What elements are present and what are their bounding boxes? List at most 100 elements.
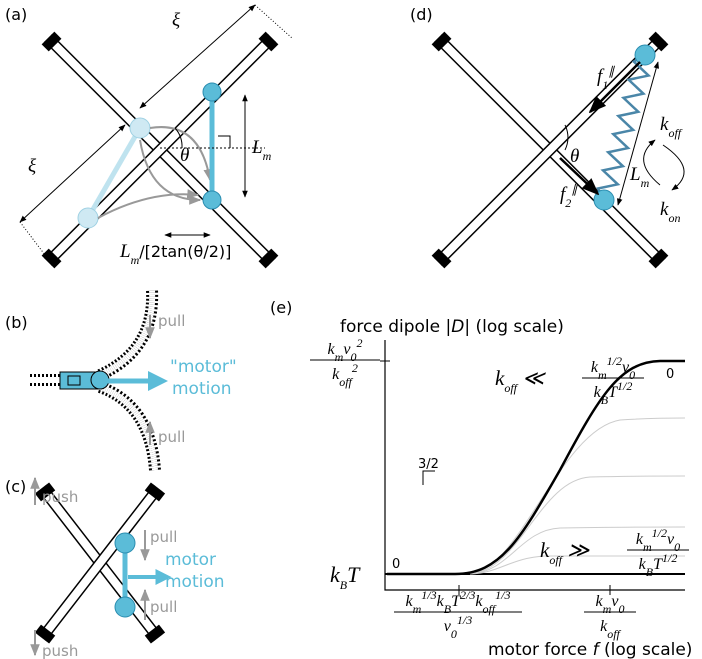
push-label: push: [42, 488, 78, 506]
text-part: k: [639, 556, 647, 573]
force-label: f1∥: [597, 64, 615, 92]
numerator: km1/2v0: [636, 526, 680, 554]
text-part: m: [131, 253, 140, 267]
text-part: | (log scale): [464, 317, 564, 337]
text-part: k: [437, 593, 445, 610]
slope-label: 3/2: [418, 457, 439, 472]
text-part: k: [328, 341, 336, 358]
force-label: f2∥: [560, 182, 578, 210]
theta-label: θ: [570, 146, 579, 167]
text-part: v: [611, 593, 619, 610]
text-part: v: [667, 531, 675, 548]
text-part: 1/3: [421, 588, 436, 602]
length-ratio-label: Lm/[2tan(θ/2)]: [119, 241, 231, 267]
panel-label: (a): [5, 5, 27, 24]
text-part: off: [504, 381, 518, 395]
denominator: v01/3: [444, 613, 472, 641]
text-part: 1/2: [607, 354, 622, 368]
text-part: f: [593, 640, 602, 659]
text-part: 0: [618, 602, 624, 616]
slope-label: 0: [666, 367, 674, 382]
text-part: 1/3: [457, 613, 472, 627]
motion-label: motion: [172, 379, 232, 399]
text-part: L: [629, 164, 641, 185]
filament-end: [144, 482, 166, 502]
motion-label: motor: [165, 550, 216, 570]
text-part: k: [636, 531, 644, 548]
text-part: off: [549, 553, 563, 567]
text-part: m: [413, 602, 422, 616]
filament-end: [41, 248, 62, 269]
y-tick-label: kBT: [330, 562, 361, 592]
panel-label: (e): [270, 298, 292, 317]
text-part: 0: [629, 368, 635, 382]
motion-label: motion: [165, 572, 225, 592]
regime-left: koff ≫: [540, 538, 590, 567]
text-part: k: [495, 366, 505, 390]
xi-label: ξ: [172, 10, 181, 31]
text-part: 2/3: [460, 588, 475, 602]
panel-label: (d): [410, 5, 433, 24]
text-part: on: [668, 211, 680, 225]
panel-d: (d) f1∥ f2∥ θ koff kon Lm: [410, 5, 685, 225]
text-part: k: [594, 384, 602, 401]
x-axis-label: motor force f (log scale): [488, 640, 692, 659]
text-part: force dipole |: [340, 317, 451, 337]
panel-label: (b): [5, 313, 28, 332]
text-part: D: [451, 317, 464, 337]
pull-label: pull: [150, 528, 177, 546]
text-part: 1/2: [617, 379, 632, 393]
text-part: ∥: [608, 64, 615, 78]
text-part: m: [641, 176, 650, 190]
text-part: ≪: [517, 366, 546, 390]
text-part: k: [475, 593, 483, 610]
denominator: kBT1/2: [594, 379, 633, 407]
text-part: 2: [565, 196, 571, 210]
numerator: kmv02: [328, 336, 363, 364]
numerator: km1/3kBT2/3koff1/3: [406, 588, 511, 616]
text-part: v: [343, 341, 351, 358]
text-part: B: [340, 578, 348, 592]
denominator: kBT1/2: [639, 551, 678, 579]
text-part: m: [598, 368, 607, 382]
text-part: 2: [352, 361, 358, 375]
filament-end: [34, 624, 56, 644]
rate-label: koff: [660, 114, 683, 140]
text-part: k: [660, 199, 669, 220]
rate-label: kon: [660, 199, 680, 225]
text-part: f: [560, 184, 568, 205]
text-part: B: [601, 393, 609, 407]
slope-label: 0: [392, 557, 400, 572]
filament-end: [648, 248, 669, 269]
panel-label: (c): [5, 477, 26, 496]
text-part: 0: [451, 627, 457, 641]
text-part: 1: [602, 78, 608, 92]
xi-label: ξ: [28, 156, 37, 177]
text-part: T: [451, 593, 461, 610]
text-part: off: [482, 602, 496, 616]
text-part: off: [339, 375, 353, 389]
pull-label: pull: [158, 312, 185, 330]
filament-end: [144, 624, 166, 644]
text-part: B: [646, 565, 654, 579]
text-part: T: [653, 556, 663, 573]
filament-end: [258, 31, 279, 52]
pull-label: pull: [150, 598, 177, 616]
text-part: ≫: [562, 538, 590, 562]
filament-end: [258, 248, 279, 269]
panel-b: (b) pull pull "motor" motion: [5, 289, 237, 471]
panel-a: (a) ξ ξ θ Lm Lm/[2tan(θ/2)]: [5, 4, 293, 267]
panel-e: (e) force dipole |D| (log scale) motor f…: [270, 298, 692, 659]
text-part: off: [668, 126, 682, 140]
numerator: kmv0: [596, 593, 625, 616]
denominator: koff: [600, 618, 621, 641]
text-part: 1/2: [662, 551, 677, 565]
text-part: m: [603, 602, 612, 616]
text-part: /[2tan(θ/2)]: [139, 242, 231, 261]
text-part: 0: [350, 350, 356, 364]
pull-label: pull: [158, 428, 185, 446]
text-part: 1/3: [495, 588, 510, 602]
